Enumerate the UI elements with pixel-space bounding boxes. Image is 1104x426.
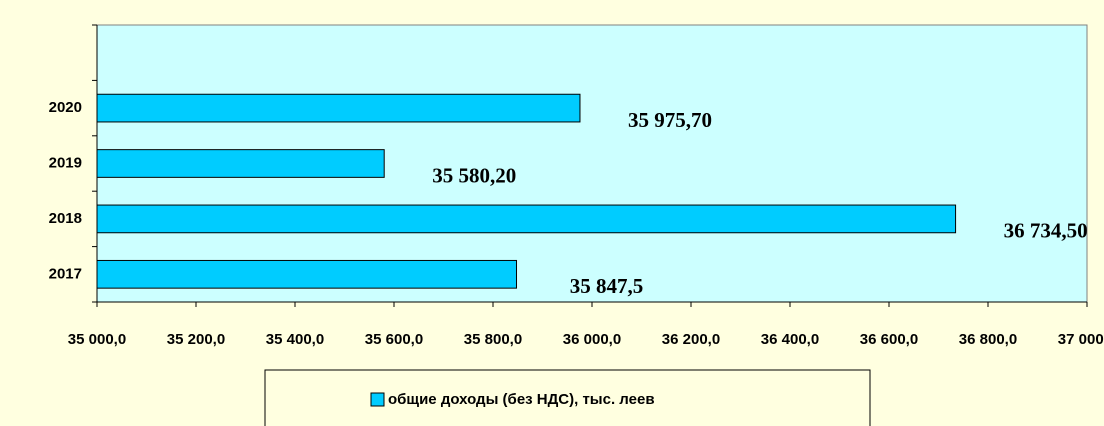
- value-label: 35 580,20: [432, 163, 516, 187]
- bar: [96, 259, 518, 289]
- y-tick-label: 2018: [49, 210, 82, 227]
- bar: [96, 204, 957, 234]
- bar: [96, 149, 385, 178]
- legend-swatch: [370, 392, 385, 407]
- y-tick-label: 2019: [49, 154, 82, 171]
- x-tick-label: 35 400,0: [266, 331, 324, 348]
- y-tick-label: 2020: [49, 99, 82, 116]
- x-tick-label: 37 000,0: [1058, 331, 1104, 348]
- x-tick-label: 36 600,0: [860, 331, 918, 348]
- x-tick-label: 35 000,0: [68, 331, 126, 348]
- bar: [96, 93, 581, 123]
- x-tick-label: 35 800,0: [464, 331, 522, 348]
- x-tick-label: 36 200,0: [662, 331, 720, 348]
- x-tick-label: 36 000,0: [563, 331, 621, 348]
- x-tick-label: 35 600,0: [365, 331, 423, 348]
- value-label: 35 975,70: [628, 108, 712, 132]
- x-tick-label: 36 800,0: [959, 331, 1017, 348]
- x-tick-label: 35 200,0: [167, 331, 225, 348]
- value-label: 36 734,50: [1004, 219, 1088, 243]
- x-tick-label: 36 400,0: [761, 331, 819, 348]
- y-tick-label: 2017: [49, 265, 82, 282]
- legend-label: общие доходы (без НДС), тыс. леев: [388, 391, 655, 408]
- value-label: 35 847,5: [570, 274, 644, 298]
- legend-box: [264, 369, 871, 426]
